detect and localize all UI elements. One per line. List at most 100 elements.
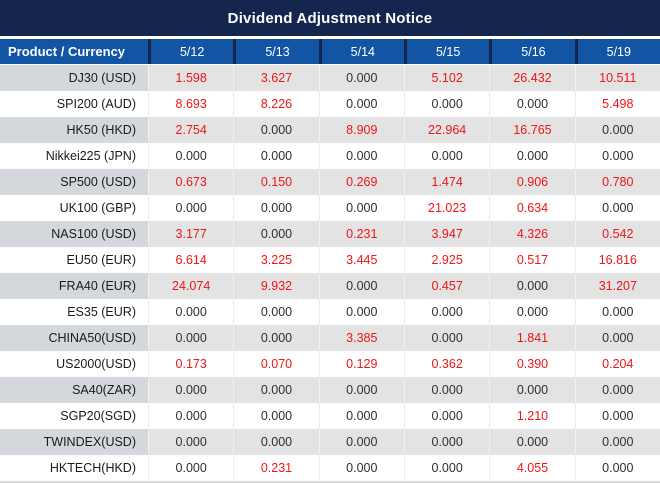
- value-cell: 0.000: [403, 299, 489, 325]
- value-cell: 0.000: [318, 143, 404, 169]
- table-row: US2000(USD) 0.173 0.070 0.129 0.362 0.390 0.20…: [0, 351, 660, 377]
- value-cell: 0.000: [489, 299, 574, 325]
- value-cell: 0.000: [318, 65, 404, 91]
- value-cell: 0.000: [574, 143, 660, 169]
- date-column-header: 5/13: [233, 39, 318, 64]
- value-cell: 0.000: [318, 429, 404, 455]
- value-cell: 0.000: [489, 143, 574, 169]
- product-cell: TWINDEX(USD): [0, 429, 148, 455]
- product-cell: SP500 (USD): [0, 169, 148, 195]
- value-cell: 4.326: [489, 221, 574, 247]
- value-cell: 0.000: [233, 195, 318, 221]
- value-cell: 0.231: [233, 455, 318, 481]
- value-cell: 0.000: [233, 429, 318, 455]
- value-cell: 0.000: [403, 429, 489, 455]
- value-cell: 0.542: [574, 221, 660, 247]
- value-cell: 0.000: [233, 403, 318, 429]
- value-cell: 1.474: [403, 169, 489, 195]
- value-cell: 22.964: [403, 117, 489, 143]
- value-cell: 0.906: [489, 169, 574, 195]
- product-cell: CHINA50(USD): [0, 325, 148, 351]
- value-cell: 0.000: [574, 377, 660, 403]
- table-title: Dividend Adjustment Notice: [0, 0, 660, 36]
- product-cell: EU50 (EUR): [66, 253, 136, 267]
- value-cell: 2.754: [148, 117, 233, 143]
- product-cell: US2000(USD): [56, 357, 136, 371]
- value-cell: 0.000: [489, 377, 574, 403]
- value-cell: 3.385: [318, 325, 404, 351]
- product-cell: DJ30 (USD): [0, 65, 148, 91]
- value-cell: 0.000: [148, 429, 233, 455]
- table-row: FRA40 (EUR) 24.074 9.932 0.000 0.457 0.000 31.…: [0, 273, 660, 299]
- value-cell: 0.000: [148, 403, 233, 429]
- value-cell: 1.841: [489, 325, 574, 351]
- value-cell: 0.000: [318, 299, 404, 325]
- value-cell: 0.000: [489, 91, 574, 117]
- value-cell: 0.000: [403, 377, 489, 403]
- value-cell: 16.816: [574, 247, 660, 273]
- value-cell: 0.457: [403, 273, 489, 299]
- product-cell: SGP20(SGD): [60, 409, 136, 423]
- product-cell: SA40(ZAR): [0, 377, 148, 403]
- table-row: SPI200 (AUD) 8.693 8.226 0.000 0.000 0.000 5.4…: [0, 91, 660, 117]
- table-row: SP500 (USD) 0.673 0.150 0.269 1.474 0.906 0.78…: [0, 169, 660, 195]
- value-cell: 3.225: [233, 247, 318, 273]
- value-cell: 0.150: [233, 169, 318, 195]
- value-cell: 0.204: [574, 351, 660, 377]
- value-cell: 4.055: [489, 455, 574, 481]
- table-row: SGP20(SGD) 0.000 0.000 0.000 0.000 1.210 0.000: [0, 403, 660, 429]
- value-cell: 0.000: [574, 195, 660, 221]
- table-body: DJ30 (USD) 1.598 3.627 0.000 5.102 26.432 10.5…: [0, 65, 660, 481]
- value-cell: 0.000: [148, 325, 233, 351]
- value-cell: 0.000: [403, 325, 489, 351]
- value-cell: 0.517: [489, 247, 574, 273]
- product-cell: NAS100 (USD): [0, 221, 148, 247]
- value-cell: 0.000: [148, 195, 233, 221]
- value-cell: 0.231: [318, 221, 404, 247]
- value-cell: 0.000: [318, 91, 404, 117]
- value-cell: 0.000: [148, 455, 233, 481]
- value-cell: 0.780: [574, 169, 660, 195]
- value-cell: 0.000: [489, 273, 574, 299]
- table-row: CHINA50(USD) 0.000 0.000 3.385 0.000 1.841 0.0…: [0, 325, 660, 351]
- value-cell: 0.000: [574, 403, 660, 429]
- value-cell: 0.000: [574, 455, 660, 481]
- table-row: TWINDEX(USD) 0.000 0.000 0.000 0.000 0.000 0.0…: [0, 429, 660, 455]
- value-cell: 3.445: [318, 247, 404, 273]
- product-cell: UK100 (GBP): [59, 201, 136, 215]
- value-cell: 0.000: [574, 299, 660, 325]
- value-cell: 0.000: [233, 377, 318, 403]
- table-row: EU50 (EUR) 6.614 3.225 3.445 2.925 0.517 16.81…: [0, 247, 660, 273]
- value-cell: 3.177: [148, 221, 233, 247]
- value-cell: 8.909: [318, 117, 404, 143]
- value-cell: 0.000: [233, 221, 318, 247]
- table-row: ES35 (EUR) 0.000 0.000 0.000 0.000 0.000 0.000: [0, 299, 660, 325]
- table-row: DJ30 (USD) 1.598 3.627 0.000 5.102 26.432 10.5…: [0, 65, 660, 91]
- date-column-header: 5/16: [489, 39, 574, 64]
- value-cell: 0.000: [233, 117, 318, 143]
- value-cell: 0.634: [489, 195, 574, 221]
- value-cell: 0.173: [148, 351, 233, 377]
- value-cell: 8.226: [233, 91, 318, 117]
- value-cell: 0.000: [233, 299, 318, 325]
- value-cell: 3.947: [403, 221, 489, 247]
- table-row: SA40(ZAR) 0.000 0.000 0.000 0.000 0.000 0.000: [0, 377, 660, 403]
- table-row: HK50 (HKD) 2.754 0.000 8.909 22.964 16.765 0.0…: [0, 117, 660, 143]
- value-cell: 1.210: [489, 403, 574, 429]
- value-cell: 0.000: [403, 403, 489, 429]
- value-cell: 0.362: [403, 351, 489, 377]
- value-cell: 24.074: [148, 273, 233, 299]
- table-row: HKTECH(HKD) 0.000 0.231 0.000 0.000 4.055 0.00…: [0, 455, 660, 481]
- value-cell: 0.000: [148, 377, 233, 403]
- table-row: Nikkei225 (JPN) 0.000 0.000 0.000 0.000 0.000…: [0, 143, 660, 169]
- date-column-header: 5/14: [318, 39, 404, 64]
- value-cell: 0.000: [318, 273, 404, 299]
- date-column-header: 5/19: [574, 39, 660, 64]
- value-cell: 26.432: [489, 65, 574, 91]
- value-cell: 0.390: [489, 351, 574, 377]
- value-cell: 0.000: [574, 429, 660, 455]
- value-cell: 0.673: [148, 169, 233, 195]
- value-cell: 0.000: [318, 195, 404, 221]
- value-cell: 10.511: [574, 65, 660, 91]
